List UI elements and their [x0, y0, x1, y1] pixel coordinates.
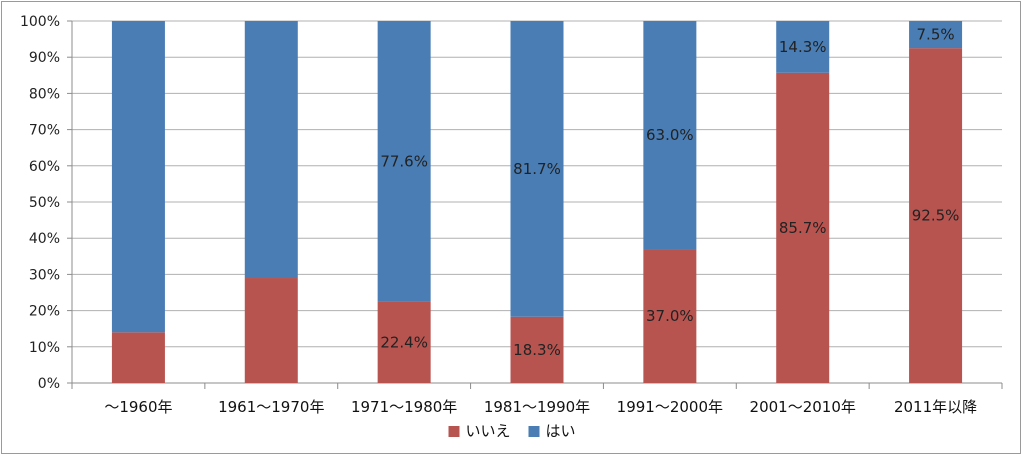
bar-segment-hai-4 [643, 21, 697, 250]
data-label: 81.7% [513, 160, 561, 178]
x-category-label: 1971～1980年 [351, 398, 457, 416]
bar-segment-hai-5 [776, 21, 830, 73]
data-label: 37.0% [646, 307, 694, 325]
y-tick-label: 30% [29, 267, 60, 283]
bar-segment-hai-0 [111, 21, 165, 333]
bar-segment-iie-1 [244, 278, 298, 383]
bar-segment-iie-3 [510, 316, 564, 383]
y-tick-label: 50% [29, 195, 60, 211]
x-category-label: 2011年以降 [894, 398, 977, 416]
data-label: 92.5% [912, 207, 960, 225]
legend-label-iie: いいえ [466, 422, 511, 440]
data-label: 18.3% [513, 341, 561, 359]
x-category-label: 1991～2000年 [617, 398, 723, 416]
bar-segment-iie-4 [643, 249, 697, 383]
data-label: 63.0% [646, 126, 694, 144]
x-category-label: 2001～2010年 [750, 398, 856, 416]
y-tick-label: 40% [29, 231, 60, 247]
data-label: 85.7% [779, 219, 827, 237]
y-tick-label: 90% [29, 50, 60, 66]
bar-segment-hai-1 [244, 21, 298, 279]
y-tick-label: 80% [29, 86, 60, 102]
y-tick-label: 0% [38, 376, 60, 392]
bar-segment-hai-2 [377, 21, 431, 302]
bar-segment-iie-0 [111, 332, 165, 383]
data-label: 77.6% [380, 152, 428, 170]
data-label: 22.4% [380, 333, 428, 351]
x-category-label: 1981～1990年 [484, 398, 590, 416]
x-category-label: ～1960年 [104, 398, 172, 416]
y-tick-label: 70% [29, 123, 60, 139]
data-label: 14.3% [779, 38, 827, 56]
bar-segment-hai-6 [909, 21, 963, 49]
x-category-label: 1961～1970年 [218, 398, 324, 416]
y-tick-label: 60% [29, 159, 60, 175]
bar-segment-iie-6 [909, 48, 963, 384]
legend-swatch-iie [448, 426, 460, 437]
y-tick-label: 100% [20, 14, 60, 30]
y-tick-label: 20% [29, 304, 60, 320]
data-label: 7.5% [917, 26, 955, 44]
legend-swatch-hai [528, 426, 540, 437]
bar-segment-hai-3 [510, 21, 564, 317]
legend-label-hai: はい [546, 422, 576, 440]
bar-segment-iie-5 [776, 72, 830, 384]
y-tick-label: 10% [29, 340, 60, 356]
bar-segment-iie-2 [377, 301, 431, 383]
